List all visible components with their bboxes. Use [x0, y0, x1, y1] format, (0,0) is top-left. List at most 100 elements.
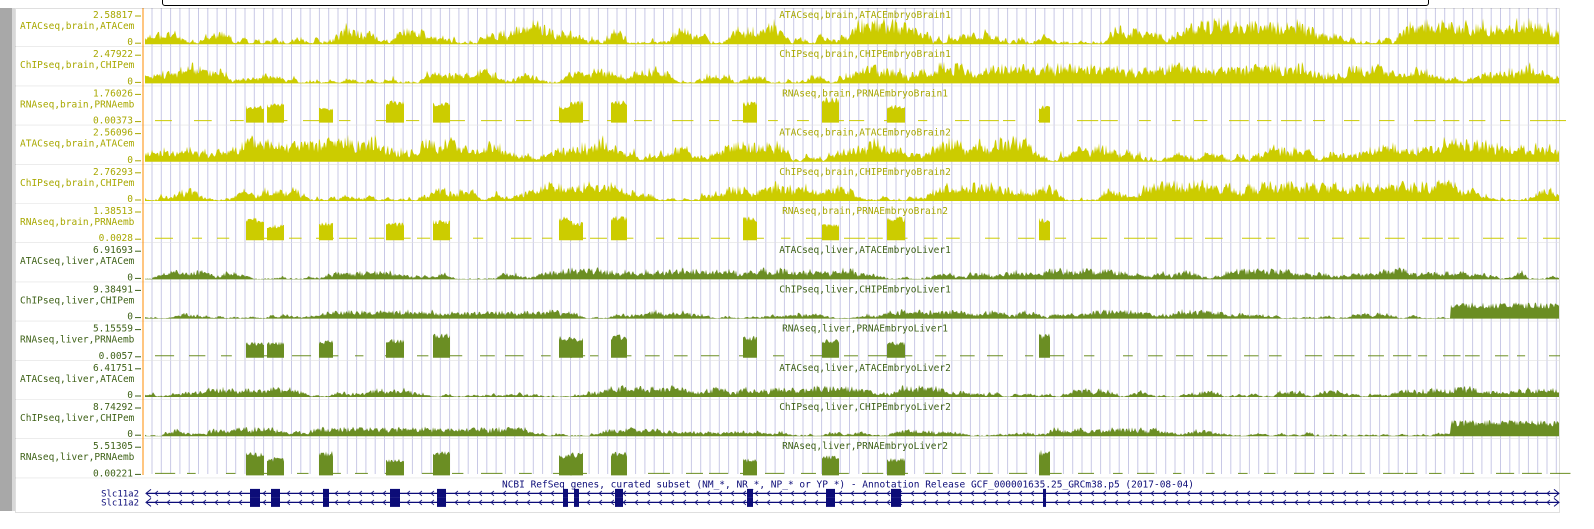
strand-arrow — [1474, 490, 1479, 497]
strand-arrow — [1498, 499, 1503, 506]
atac-signal — [145, 267, 1559, 280]
gene-exon[interactable] — [563, 488, 568, 498]
track-side-label[interactable]: ChIPseq,liver,CHIPem — [20, 413, 135, 424]
rna-exon-peak — [246, 105, 264, 123]
strand-arrow — [946, 490, 951, 497]
strand-arrow — [166, 490, 171, 497]
track-side-label[interactable]: RNAseq,liver,PRNAemb — [20, 452, 135, 463]
gene-exon[interactable] — [891, 497, 901, 507]
rna-exon-peak — [743, 101, 757, 123]
track-side-label[interactable]: RNAseq,liver,PRNAemb — [20, 335, 135, 346]
strand-arrow — [1150, 499, 1155, 506]
gene-exon[interactable] — [747, 488, 753, 498]
strand-arrow — [634, 499, 639, 506]
gene-exon[interactable] — [250, 497, 260, 507]
gene-name-label[interactable]: Slc11a2 — [101, 489, 139, 499]
strand-arrow — [238, 490, 243, 497]
gene-exon[interactable] — [826, 497, 835, 507]
gene-exon[interactable] — [271, 497, 280, 507]
track-max-label: 2.58817 — [93, 10, 133, 21]
rna-exon-peak — [1039, 449, 1050, 476]
track-side-label[interactable]: ATACseq,liver,ATACem — [20, 256, 135, 267]
gene-exon[interactable] — [390, 497, 400, 507]
gene-exon[interactable] — [437, 488, 446, 498]
strand-arrow — [1354, 499, 1359, 506]
gene-track[interactable]: NCBI RefSeq genes, curated subset (NM_*,… — [101, 479, 1560, 508]
track-title: ATACseq,liver,ATACEmbryoLiver1 — [779, 245, 951, 256]
strand-arrow — [550, 490, 555, 497]
gene-exon[interactable] — [747, 497, 753, 507]
strand-arrow — [1450, 490, 1455, 497]
track-max-label: 5.15559 — [93, 324, 133, 335]
strand-arrow — [1498, 490, 1503, 497]
gene-track-title: NCBI RefSeq genes, curated subset (NM_*,… — [502, 479, 1194, 490]
strand-arrow — [1102, 490, 1107, 497]
gene-exon[interactable] — [437, 497, 446, 507]
track-side-label[interactable]: ChIPseq,liver,CHIPem — [20, 295, 135, 306]
rna-exon-peak — [1039, 105, 1050, 123]
gene-exon[interactable] — [891, 488, 901, 498]
strand-arrow — [886, 499, 891, 506]
strand-arrow — [190, 490, 195, 497]
gene-exon[interactable] — [563, 497, 568, 507]
track-side-label[interactable]: ATACseq,brain,ATACem — [20, 21, 135, 32]
rna-exon-peak — [570, 452, 583, 476]
left-sidebar-bar[interactable] — [0, 8, 12, 511]
strand-arrow — [1018, 499, 1023, 506]
strand-arrow — [286, 490, 291, 497]
gene-name-label[interactable]: Slc11a2 — [101, 498, 139, 508]
strand-arrow — [682, 490, 687, 497]
strand-arrow — [514, 490, 519, 497]
gene-exon[interactable] — [826, 488, 835, 498]
rna-exon-peak — [887, 457, 905, 476]
strand-arrow — [682, 499, 687, 506]
track-side-label[interactable]: ChIPseq,brain,CHIPem — [20, 178, 135, 189]
strand-arrow — [514, 499, 519, 506]
track-side-label[interactable]: ATACseq,brain,ATACem — [20, 139, 135, 150]
gene-exon[interactable] — [615, 488, 623, 498]
track-side-label[interactable]: RNAseq,brain,PRNAemb — [20, 99, 135, 110]
gene-exon[interactable] — [615, 497, 623, 507]
gene-exon[interactable] — [250, 488, 260, 498]
gene-exon[interactable] — [323, 497, 329, 507]
strand-arrow — [1198, 490, 1203, 497]
atac-signal — [145, 134, 1559, 162]
strand-arrow — [766, 490, 771, 497]
track-title: RNAseq,liver,PRNAEmbryoLiver2 — [782, 441, 948, 452]
strand-arrow — [298, 490, 303, 497]
strand-arrow — [490, 490, 495, 497]
track-side-label[interactable]: ATACseq,liver,ATACem — [20, 374, 135, 385]
gene-exon[interactable] — [323, 488, 329, 498]
gene-exon[interactable] — [1043, 488, 1046, 498]
strand-arrow — [706, 490, 711, 497]
gene-exon[interactable] — [1043, 497, 1046, 507]
strand-arrow — [778, 499, 783, 506]
track-title: ChIPseq,brain,CHIPEmbryoBrain1 — [779, 49, 951, 60]
gene-exon[interactable] — [390, 488, 400, 498]
rna-exon-peak — [267, 224, 284, 241]
strand-arrow — [310, 499, 315, 506]
gene-exon[interactable] — [574, 497, 579, 507]
gene-exon[interactable] — [271, 488, 280, 498]
strand-arrow — [478, 490, 483, 497]
track-side-label[interactable]: RNAseq,brain,PRNAemb — [20, 217, 135, 228]
rna-exon-peak — [433, 102, 450, 123]
strand-arrow — [202, 499, 207, 506]
rna-exon-peak — [433, 333, 450, 358]
track-min-label: 0.00373 — [93, 116, 133, 127]
track-side-label[interactable]: ChIPseq,brain,CHIPem — [20, 60, 135, 71]
gene-exon[interactable] — [574, 488, 579, 498]
